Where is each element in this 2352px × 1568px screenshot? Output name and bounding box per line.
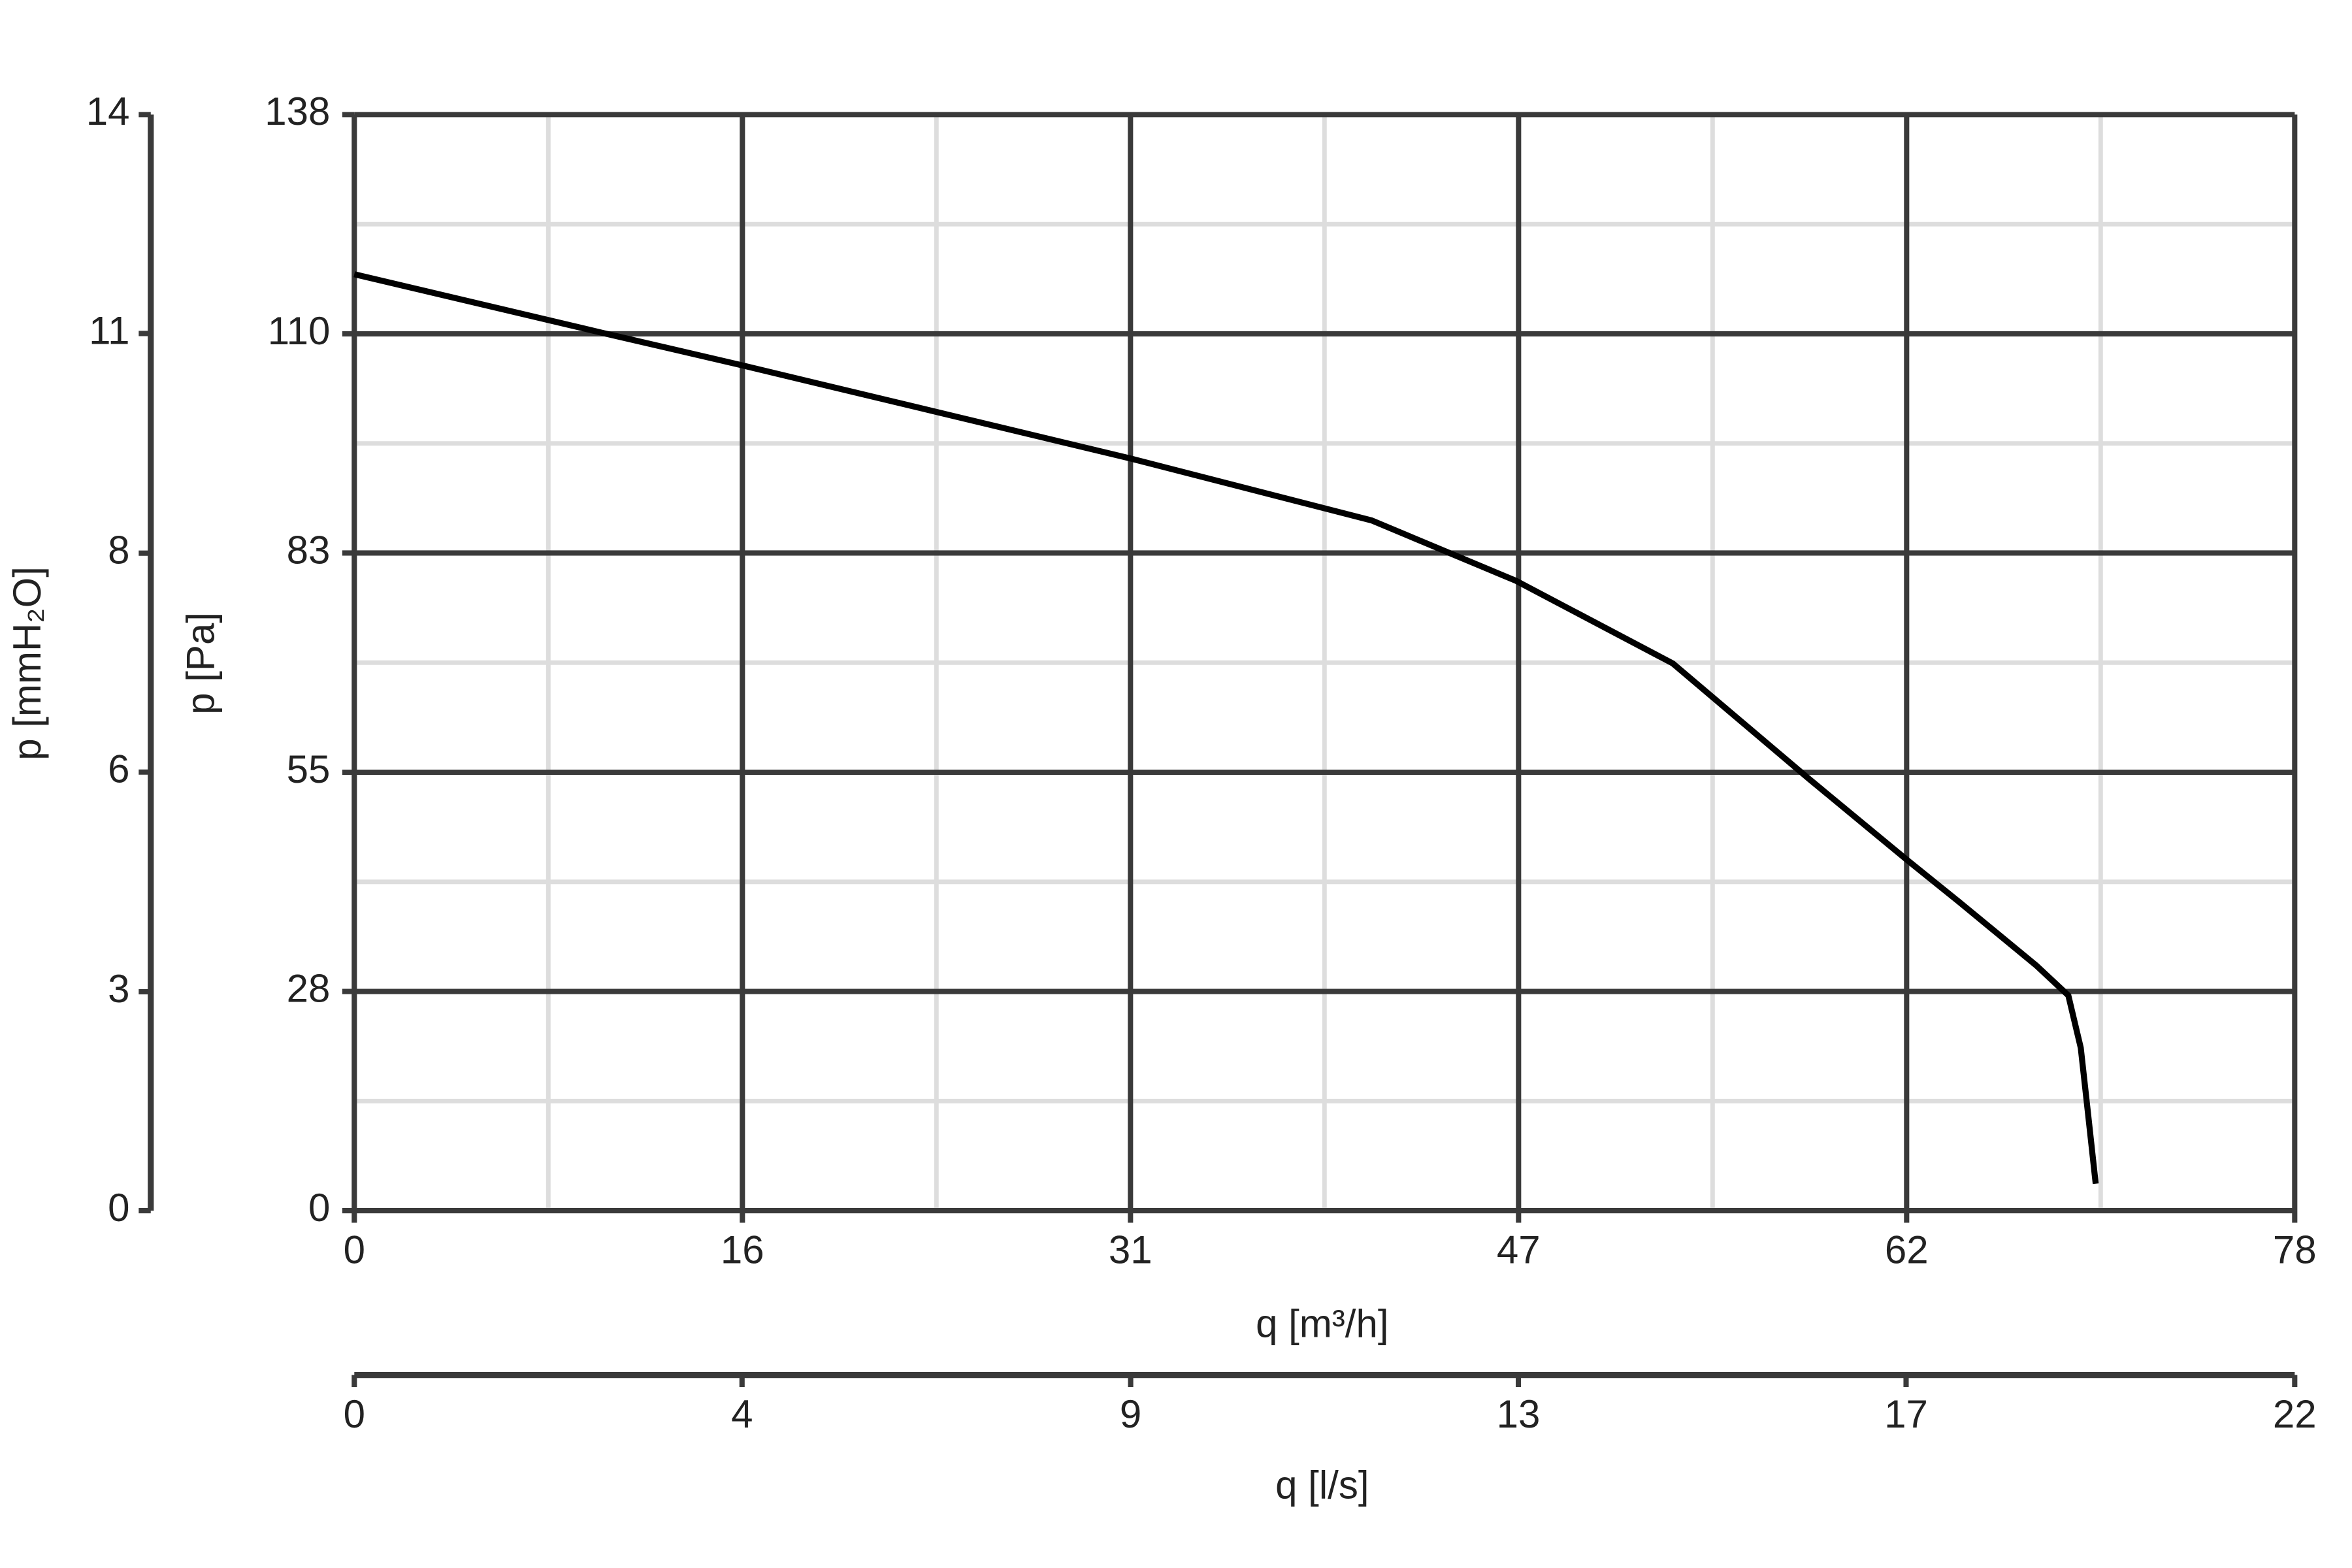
y2-tick-label: 14	[86, 90, 130, 133]
x2-tick-label: 4	[731, 1392, 753, 1436]
x-tick-label: 16	[721, 1228, 764, 1272]
y2-tick-label: 6	[108, 747, 129, 791]
y-tick-label: 0	[308, 1186, 330, 1230]
y-tick-label: 138	[265, 90, 330, 133]
x-tick-label: 31	[1109, 1228, 1152, 1272]
y-axis-label: p [Pa]	[178, 612, 222, 715]
x-tick-label: 0	[344, 1228, 365, 1272]
x2-tick-label: 0	[344, 1392, 365, 1436]
y-tick-label: 55	[287, 747, 331, 791]
y2-tick-label: 8	[108, 529, 129, 572]
x2-tick-label: 22	[2273, 1392, 2317, 1436]
y-tick-label: 83	[287, 528, 331, 572]
x-tick-label: 47	[1497, 1228, 1541, 1272]
x2-tick-label: 17	[1884, 1392, 1928, 1436]
y2-axis-label: p [mmH₂O]	[5, 566, 49, 760]
y-tick-label: 110	[268, 309, 331, 353]
y2-tick-label: 0	[108, 1186, 129, 1230]
y2-tick-label: 11	[89, 308, 129, 352]
x2-axis-label: q [l/s]	[1275, 1463, 1369, 1507]
y-tick-label: 28	[287, 966, 331, 1010]
x2-tick-label: 13	[1497, 1392, 1541, 1436]
curve	[353, 271, 2099, 1184]
x-axis-label: q [m³/h]	[1256, 1302, 1388, 1346]
x2-tick-label: 9	[1120, 1392, 1141, 1436]
y2-tick-label: 3	[108, 967, 129, 1011]
x-tick-label: 78	[2273, 1228, 2317, 1272]
x-tick-label: 62	[1885, 1228, 1929, 1272]
